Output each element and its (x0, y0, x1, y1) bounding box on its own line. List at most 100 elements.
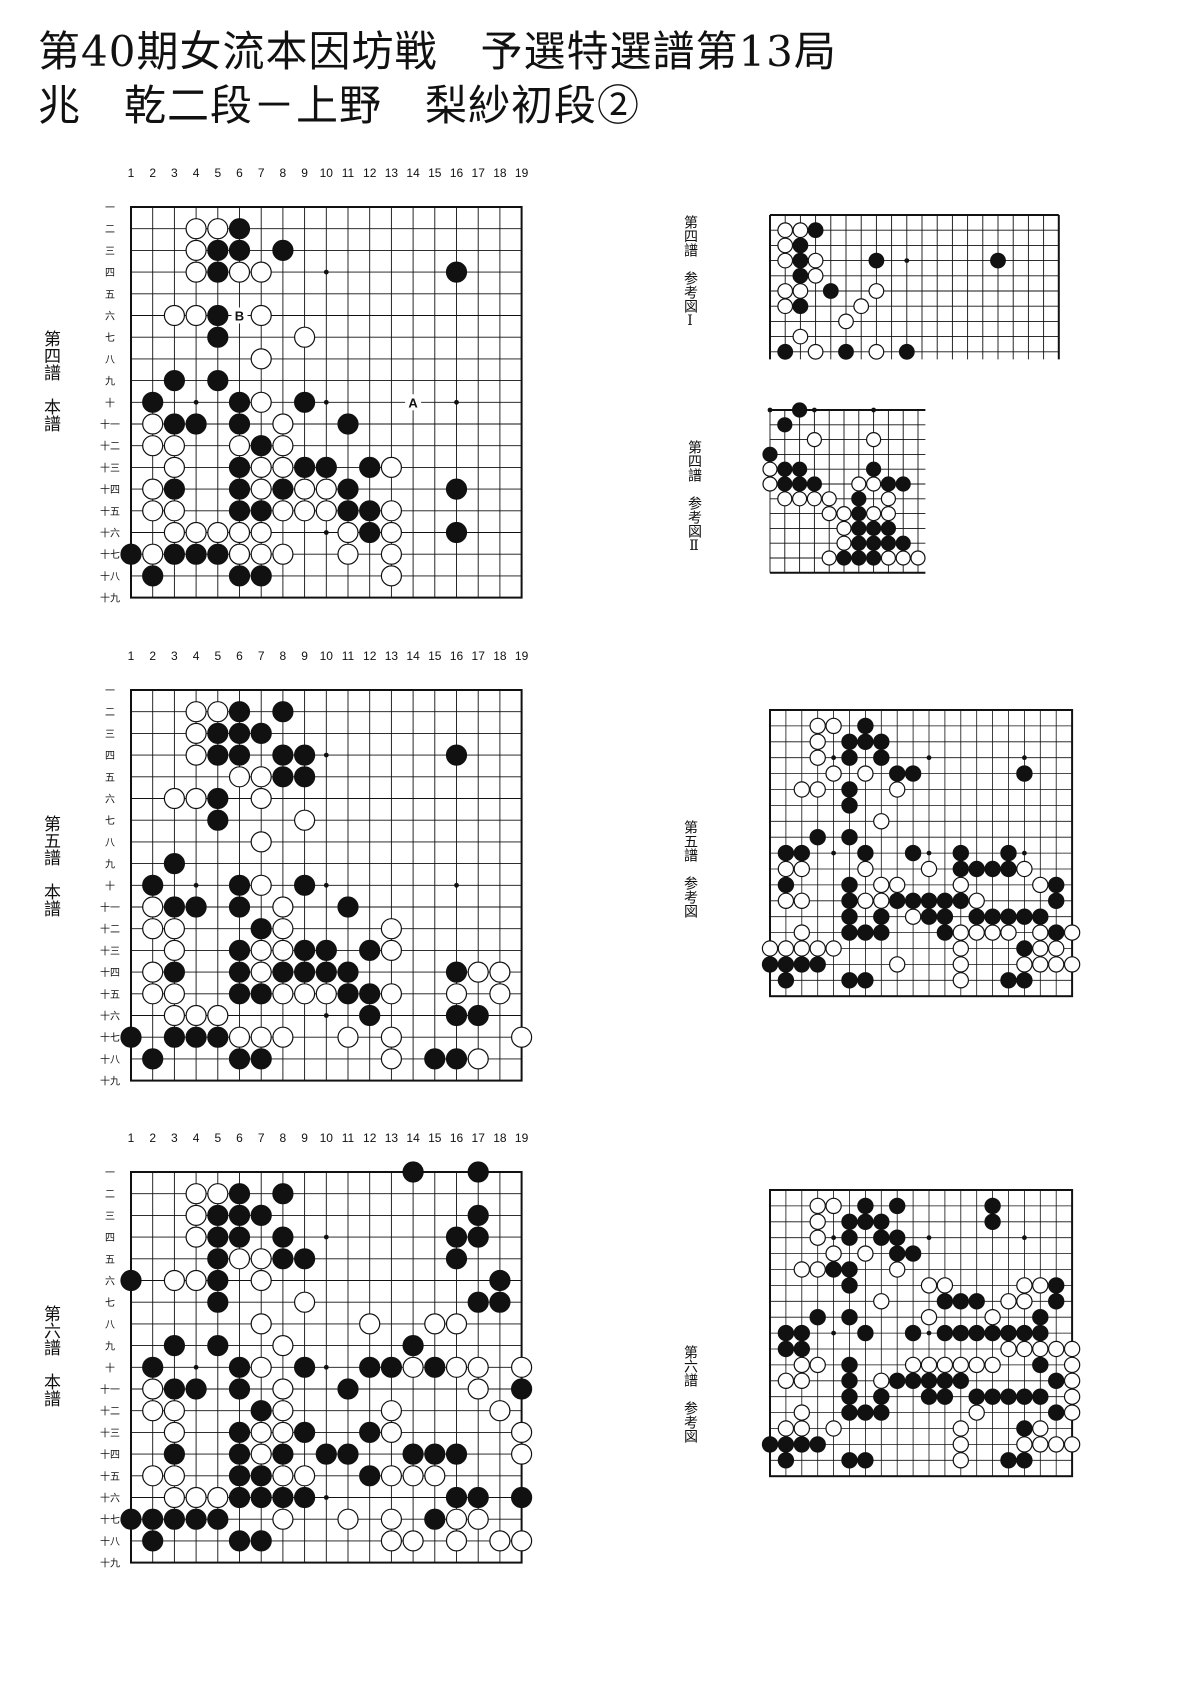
star-point (193, 399, 199, 405)
star-point (193, 882, 199, 888)
row-label: 二 (105, 708, 115, 719)
column-label: 1 (128, 649, 135, 663)
black-stone (163, 896, 186, 918)
white-stone (873, 1293, 890, 1310)
black-stone (1016, 765, 1033, 782)
white-stone (163, 1486, 186, 1509)
column-label: 13 (385, 649, 399, 663)
black-stone (228, 1183, 251, 1205)
row-label: 三 (105, 1211, 115, 1222)
black-stone (228, 1465, 251, 1487)
black-stone (294, 766, 316, 788)
star-point (812, 407, 817, 413)
black-stone (467, 1226, 489, 1248)
black-stone (777, 876, 795, 894)
black-stone (841, 1372, 858, 1389)
black-stone (807, 222, 824, 239)
white-stone (185, 1004, 207, 1027)
column-label: 18 (493, 166, 507, 180)
black-stone (868, 252, 885, 269)
black-stone (207, 1248, 229, 1270)
white-stone (380, 1465, 402, 1487)
white-stone (1063, 956, 1081, 973)
black-stone (272, 478, 294, 500)
white-stone (250, 874, 272, 896)
black-stone (294, 1421, 316, 1443)
black-stone (841, 733, 858, 751)
black-stone (467, 1161, 489, 1183)
black-stone (120, 543, 142, 565)
white-stone (250, 1026, 272, 1048)
star-point (323, 882, 329, 888)
black-stone (207, 1226, 229, 1248)
white-stone (984, 924, 1001, 941)
white-stone (888, 876, 906, 894)
black-stone (445, 1443, 468, 1465)
white-stone (1000, 1293, 1017, 1310)
white-stone (777, 222, 794, 239)
black-stone (359, 983, 381, 1005)
white-stone (380, 1530, 402, 1552)
white-stone (807, 267, 824, 284)
black-stone (250, 565, 272, 587)
column-label: 11 (342, 1131, 355, 1145)
black-stone (142, 874, 164, 896)
row-label: 十五 (100, 1470, 120, 1483)
black-stone (777, 1324, 795, 1342)
white-stone (825, 765, 842, 782)
black-stone (142, 1356, 164, 1378)
black-stone (920, 908, 938, 925)
black-stone (841, 1356, 858, 1374)
star-point (323, 399, 329, 405)
marker-bg (231, 307, 248, 324)
white-stone (777, 1372, 795, 1389)
white-stone (880, 550, 896, 566)
black-stone (841, 1213, 858, 1231)
black-stone (888, 1245, 906, 1262)
section5-ref-label: 第五譜 参考図 (682, 820, 698, 918)
column-label: 9 (301, 1131, 308, 1145)
black-stone (445, 1486, 468, 1509)
column-label: 4 (193, 1131, 200, 1145)
row-label: 七 (105, 1297, 115, 1309)
white-stone (1032, 876, 1049, 894)
white-stone (163, 435, 186, 457)
black-stone (207, 326, 229, 348)
black-stone (207, 304, 229, 327)
black-stone (163, 1508, 186, 1530)
white-stone (952, 940, 969, 957)
black-stone (936, 908, 954, 925)
white-stone (445, 1530, 468, 1552)
white-stone (807, 343, 824, 360)
white-stone (228, 1026, 251, 1048)
black-stone (1048, 876, 1065, 894)
white-stone (272, 983, 294, 1005)
row-label: 十一 (100, 418, 120, 431)
white-stone (1032, 1420, 1049, 1437)
black-stone (142, 391, 164, 413)
star-point (454, 882, 459, 888)
black-stone (952, 1372, 969, 1389)
row-label: 十八 (100, 570, 120, 583)
column-label: 16 (450, 649, 464, 663)
column-label: 9 (301, 649, 308, 663)
white-stone (272, 1421, 294, 1443)
black-stone (809, 1308, 826, 1326)
black-stone (968, 908, 985, 925)
black-stone (294, 456, 316, 478)
star-point (926, 1235, 932, 1241)
row-label: 十九 (100, 592, 120, 605)
white-stone (777, 892, 795, 909)
black-stone (207, 1335, 229, 1357)
black-stone (809, 1436, 826, 1453)
white-stone (163, 456, 186, 478)
white-stone (1016, 956, 1033, 973)
column-label: 12 (363, 1131, 377, 1145)
white-stone (272, 918, 294, 940)
column-label: 11 (342, 649, 355, 663)
black-stone (792, 298, 809, 315)
white-stone (294, 983, 316, 1005)
black-stone (228, 1226, 251, 1248)
column-label: 3 (171, 649, 178, 663)
column-label: 5 (214, 649, 221, 663)
